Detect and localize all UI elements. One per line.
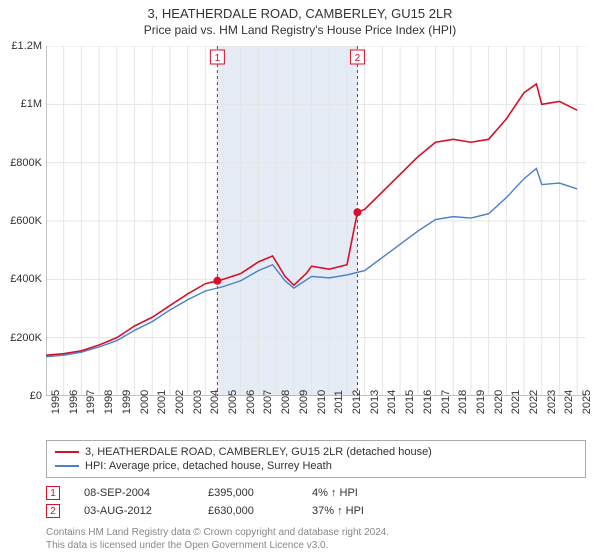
x-tick-label: 2016 bbox=[422, 390, 434, 414]
x-tick-label: 2020 bbox=[493, 390, 505, 414]
x-tick-label: 2021 bbox=[510, 390, 522, 414]
x-tick-label: 2007 bbox=[262, 390, 274, 414]
y-tick-label: £1M bbox=[21, 98, 42, 110]
legend-swatch bbox=[55, 451, 79, 453]
x-tick-label: 1997 bbox=[85, 390, 97, 414]
x-tick-label: 2005 bbox=[227, 390, 239, 414]
chart-title: 3, HEATHERDALE ROAD, CAMBERLEY, GU15 2LR bbox=[0, 0, 600, 21]
x-tick-label: 2017 bbox=[440, 390, 452, 414]
event-row: 2 03-AUG-2012 £630,000 37% ↑ HPI bbox=[46, 502, 586, 520]
x-tick-label: 2025 bbox=[581, 390, 593, 414]
x-tick-label: 2011 bbox=[333, 390, 345, 414]
chart-subtitle: Price paid vs. HM Land Registry's House … bbox=[0, 21, 600, 43]
footer-line: This data is licensed under the Open Gov… bbox=[46, 539, 586, 552]
x-tick-label: 2010 bbox=[316, 390, 328, 414]
y-tick-label: £400K bbox=[10, 273, 42, 285]
legend-label: HPI: Average price, detached house, Surr… bbox=[85, 460, 332, 472]
x-tick-label: 2012 bbox=[351, 390, 363, 414]
svg-text:1: 1 bbox=[215, 53, 221, 64]
event-marker: 2 bbox=[46, 504, 60, 518]
x-tick-label: 2000 bbox=[139, 390, 151, 414]
event-pct: 4% ↑ HPI bbox=[312, 487, 432, 499]
event-price: £630,000 bbox=[208, 505, 288, 517]
footer-attribution: Contains HM Land Registry data © Crown c… bbox=[46, 526, 586, 552]
legend-swatch bbox=[55, 465, 79, 467]
x-tick-label: 2006 bbox=[245, 390, 257, 414]
x-tick-label: 2022 bbox=[528, 390, 540, 414]
y-tick-label: £200K bbox=[10, 332, 42, 344]
event-row: 1 08-SEP-2004 £395,000 4% ↑ HPI bbox=[46, 484, 586, 502]
legend-item: 3, HEATHERDALE ROAD, CAMBERLEY, GU15 2LR… bbox=[55, 445, 577, 459]
x-tick-label: 2024 bbox=[563, 390, 575, 414]
x-tick-label: 2013 bbox=[369, 390, 381, 414]
x-tick-label: 1995 bbox=[50, 390, 62, 414]
x-tick-label: 2019 bbox=[475, 390, 487, 414]
x-tick-label: 2008 bbox=[280, 390, 292, 414]
x-tick-label: 2009 bbox=[298, 390, 310, 414]
x-tick-label: 2002 bbox=[174, 390, 186, 414]
svg-text:2: 2 bbox=[355, 53, 361, 64]
event-date: 08-SEP-2004 bbox=[84, 487, 184, 499]
legend-item: HPI: Average price, detached house, Surr… bbox=[55, 459, 577, 473]
event-marker: 1 bbox=[46, 486, 60, 500]
event-price: £395,000 bbox=[208, 487, 288, 499]
y-tick-label: £0 bbox=[30, 390, 42, 402]
footer-line: Contains HM Land Registry data © Crown c… bbox=[46, 526, 586, 539]
events-table: 1 08-SEP-2004 £395,000 4% ↑ HPI 2 03-AUG… bbox=[46, 484, 586, 520]
x-tick-label: 2014 bbox=[386, 390, 398, 414]
x-tick-label: 1998 bbox=[103, 390, 115, 414]
x-tick-label: 2001 bbox=[156, 390, 168, 414]
event-pct: 37% ↑ HPI bbox=[312, 505, 432, 517]
x-tick-label: 1999 bbox=[121, 390, 133, 414]
y-tick-label: £800K bbox=[10, 157, 42, 169]
x-tick-label: 2004 bbox=[209, 390, 221, 414]
x-tick-label: 2015 bbox=[404, 390, 416, 414]
x-tick-label: 2003 bbox=[192, 390, 204, 414]
y-tick-label: £1.2M bbox=[11, 40, 42, 52]
x-tick-label: 2018 bbox=[457, 390, 469, 414]
legend-label: 3, HEATHERDALE ROAD, CAMBERLEY, GU15 2LR… bbox=[85, 446, 432, 458]
line-chart: 12 bbox=[46, 46, 586, 396]
event-date: 03-AUG-2012 bbox=[84, 505, 184, 517]
x-tick-label: 1996 bbox=[68, 390, 80, 414]
chart-legend: 3, HEATHERDALE ROAD, CAMBERLEY, GU15 2LR… bbox=[46, 440, 586, 478]
x-tick-label: 2023 bbox=[546, 390, 558, 414]
y-tick-label: £600K bbox=[10, 215, 42, 227]
